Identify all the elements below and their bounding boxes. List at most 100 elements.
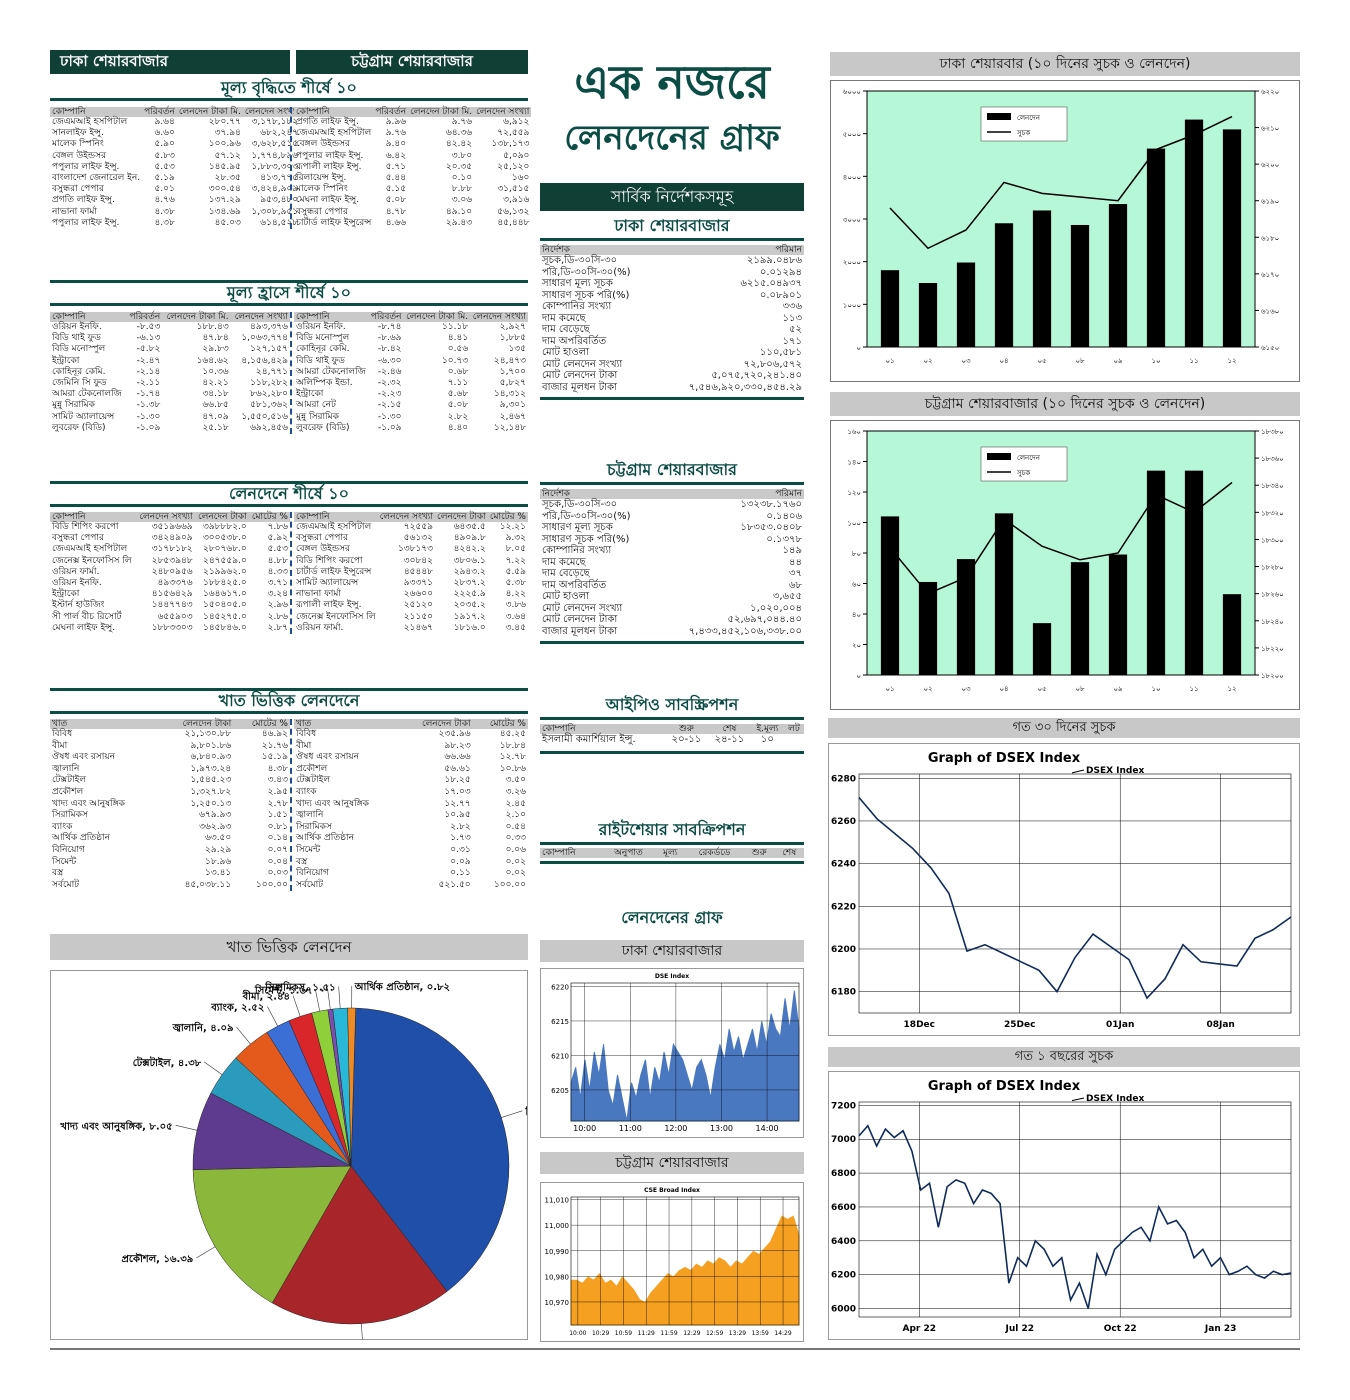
table-cell: বিবিধ	[52, 729, 73, 739]
table-row: মোট হাওলা ৩,৬৫৫	[540, 591, 804, 603]
y-tick-label: ৬০০০	[843, 88, 861, 96]
x-tick-label: ০২	[923, 685, 932, 693]
indicators-dse-title: ঢাকা শেয়ারবাজার	[614, 216, 730, 235]
table-row: বসুন্ধরা পেপার ৫.০১ ৩০০.৫৪ ৩,৪২৪,৯০৯	[50, 184, 300, 195]
table-row: খাদ্য এবং আনুষঙ্গিক ১,২৫০.১৩ ২.৭৮	[50, 799, 290, 811]
tab-ctg[interactable]: চট্টগ্রাম শেয়ারবাজার	[296, 50, 528, 74]
table-row: কোহিনূর কেমি. -২.১৪ ১০.৩৬ ২৪,৭৭১	[50, 367, 290, 378]
bar	[1222, 129, 1242, 347]
table-cell: ২১৯৯৬২.০	[202, 566, 247, 577]
y-tick-label: 6205	[551, 1087, 569, 1095]
table-cell: ৯.৩২	[505, 533, 526, 544]
table-row: লুবরেফ (বিডি) -১.০৯ ২৫.১৮ ৬৯২,৪৫৬	[50, 423, 290, 434]
table-cell: ৫,০৯০	[503, 150, 530, 161]
table-cell: ৪.৩৮	[154, 206, 175, 217]
table-cell: বিনিয়োগ	[52, 844, 85, 855]
table-row: মেঘনা লাইফ ইন্সু. ৫.০৮ ৩.০৬ ৩,৯১৬	[294, 195, 531, 206]
table-row: বিবিধ ২১,১৩০.৮৮ ৪৬.৯২	[50, 729, 290, 741]
table-cell: সূচক,ডি-৩০সি-৩০	[542, 499, 618, 510]
table-cell: ১০.৮৬	[499, 763, 526, 774]
x-tick-label: 11:59	[660, 1330, 677, 1337]
table-row: জেএমআই হসপিটাল ৯.৭৬ ৬৪.৩৬ ৭২,৫৫৯	[294, 128, 531, 139]
x-tick-label: 18Dec	[904, 1020, 935, 1030]
table-cell: বিনিয়োগ	[296, 868, 329, 879]
table-cell: ৪.৩৩	[267, 566, 288, 577]
y2-tick-label: ৬১৯০	[1261, 198, 1279, 206]
pie-leader	[501, 1110, 523, 1118]
dsex-30-header: গত ৩০ দিনের সুচক	[828, 718, 1300, 738]
table-cell: ২৪,৪৭৩	[493, 355, 526, 366]
column-header: পরিবর্তন	[373, 107, 409, 117]
table-row: বিডি শিপিং করপো ৩০৮৪২ ৩৮০৬.১ ৭.২২	[294, 556, 528, 567]
table-row: পপুলার লাইফ ইন্সু. ৬.৪২ ৩.৮০ ৫,০৯০	[294, 151, 531, 162]
table-cell: ১৮.৯৬	[205, 856, 232, 867]
table-cell: ৫.০৮	[385, 195, 407, 206]
table-cell: ২.৯৫	[267, 786, 288, 797]
table-cell: ৫.৯২	[267, 533, 288, 544]
table-cell: বাংলাদেশ জেনারেল ইন.	[52, 173, 141, 184]
column-header: পরিবর্তন	[126, 312, 163, 322]
column-header: নির্দেশক	[540, 489, 657, 499]
y-tick-label: ৪০০০	[843, 173, 861, 181]
legend-swatch	[987, 453, 1011, 460]
table-cell: কোম্পানির সংখ্যা	[542, 301, 612, 312]
table-cell: মুন্নু সিরামিক	[296, 411, 339, 422]
series-line	[858, 796, 1292, 1000]
column-header: শুরু	[664, 724, 708, 734]
table-cell: ২৯.৮৩	[202, 344, 229, 355]
table-cell: জ্বালানি	[296, 810, 324, 821]
table-cell: ১.৭৩	[450, 833, 471, 844]
table-cell: ৩৬২.৯৩	[199, 821, 232, 832]
table-cell: টেক্সটাইল	[296, 775, 331, 786]
table-cell: বসুন্ধরা পেপার	[52, 533, 104, 544]
table-cell: ৫৬১৩২	[403, 533, 434, 544]
column-header: লেনদেন সংখ্যা	[135, 512, 195, 522]
table-cell: ৬.৬০	[154, 128, 175, 139]
table-row: বাজার মূলধন টাকা ৭,৪৩৩,৪৫২,১০৬,৩৩৮.০০	[540, 626, 804, 638]
table-cell: ৫.১৯	[154, 173, 175, 184]
table-cell: ৭২৫৫৯	[403, 522, 434, 532]
table-cell: ১২,১৪৮	[493, 422, 526, 433]
pie-leader	[196, 1246, 216, 1259]
table-cell: ৪৯০৯.৮	[453, 533, 486, 544]
table-cell: ০.০২	[505, 868, 526, 879]
table-cell: ৫.৮৩	[154, 150, 175, 161]
pie-slice-label: সিমেন্ট, ১.৬৭	[254, 984, 312, 997]
table-cell: জেমিনি সি ফুড	[52, 378, 107, 389]
table-cell: ৬.৪২	[385, 150, 407, 161]
table-cell: ৬২১৫.০৪৯৩৭	[740, 278, 802, 289]
table-cell: রূপালী লাইফ ইন্সু.	[296, 161, 362, 172]
table-cell: ৭২,৮০৬,৫৭২	[743, 358, 802, 370]
pie-slice	[347, 1007, 356, 1167]
table-cell: ১১৩	[782, 312, 802, 324]
pie-chart: বিবিধ, ৩৯.৩১ঔষধ ও রসায়ন, ১৮.৮০প্রকৌশল, …	[50, 970, 585, 1353]
table-cell: ৪৯৩,৩৭৬	[250, 322, 288, 332]
table-cell: ১৩৮,১৭৩	[491, 139, 530, 150]
table-row: মুন্নু সিরামিক -১.৩০ ২.৮২ ২,৪৬৭	[294, 412, 528, 423]
table-row: কোম্পানির সংখ্যা ৩৩৬	[540, 301, 804, 313]
table-cell: ১,৫৪৫.২৩	[190, 775, 232, 786]
table-row: ইন্ট্রাকো -২.২৩ ৫.৬৮ ১৪,৩১২	[294, 389, 528, 400]
y-tick-label: 6220	[831, 902, 856, 912]
y-tick-label: ১০০০	[843, 301, 861, 309]
mini-dse-header: ঢাকা শেয়ারবাজার	[540, 940, 804, 962]
table-cell: ১০০.০০	[493, 879, 526, 890]
table-cell: জেএমআই হসপিটাল	[296, 128, 372, 139]
table-row: বীমা ৯৮.২৩ ১৮.৮৪	[294, 741, 528, 753]
chart-title: CSE Broad Index	[644, 1187, 700, 1194]
mini-cse-header: চট্টগ্রাম শেয়ারবাজার	[540, 1152, 804, 1174]
ipo-section: আইপিও সাবস্ক্রিপশন কোম্পানি শুরু শেষ ই.মূল্…	[540, 693, 804, 755]
y2-tick-label: ১৮৩৮০	[1261, 428, 1284, 436]
table-cell: ওরিয়ন ইনফি.	[296, 322, 346, 332]
table-cell: বিডি শিপিং করপো	[52, 522, 119, 532]
table-cell: ১,০২০,০০৪	[750, 602, 802, 614]
table-cell: মোট লেনদেন টাকা	[542, 614, 618, 625]
tab-dhaka[interactable]: ঢাকা শেয়ারবাজার	[50, 50, 290, 74]
table-cell: ২৮.৩৫	[214, 173, 241, 184]
table-row: ইসলামী কমার্শিয়াল ইন্সু. ২০-১১ ২৪-১১ ১০	[540, 734, 804, 745]
table-cell: বসুন্ধরা পেপার	[52, 184, 104, 195]
table-cell: -১.৩৮	[136, 400, 161, 411]
table-cell: -২.৪৭	[136, 355, 161, 366]
table-cell: -১.৭৪	[136, 389, 161, 400]
table-cell: ৯৫৩,৪৮০	[260, 195, 299, 206]
